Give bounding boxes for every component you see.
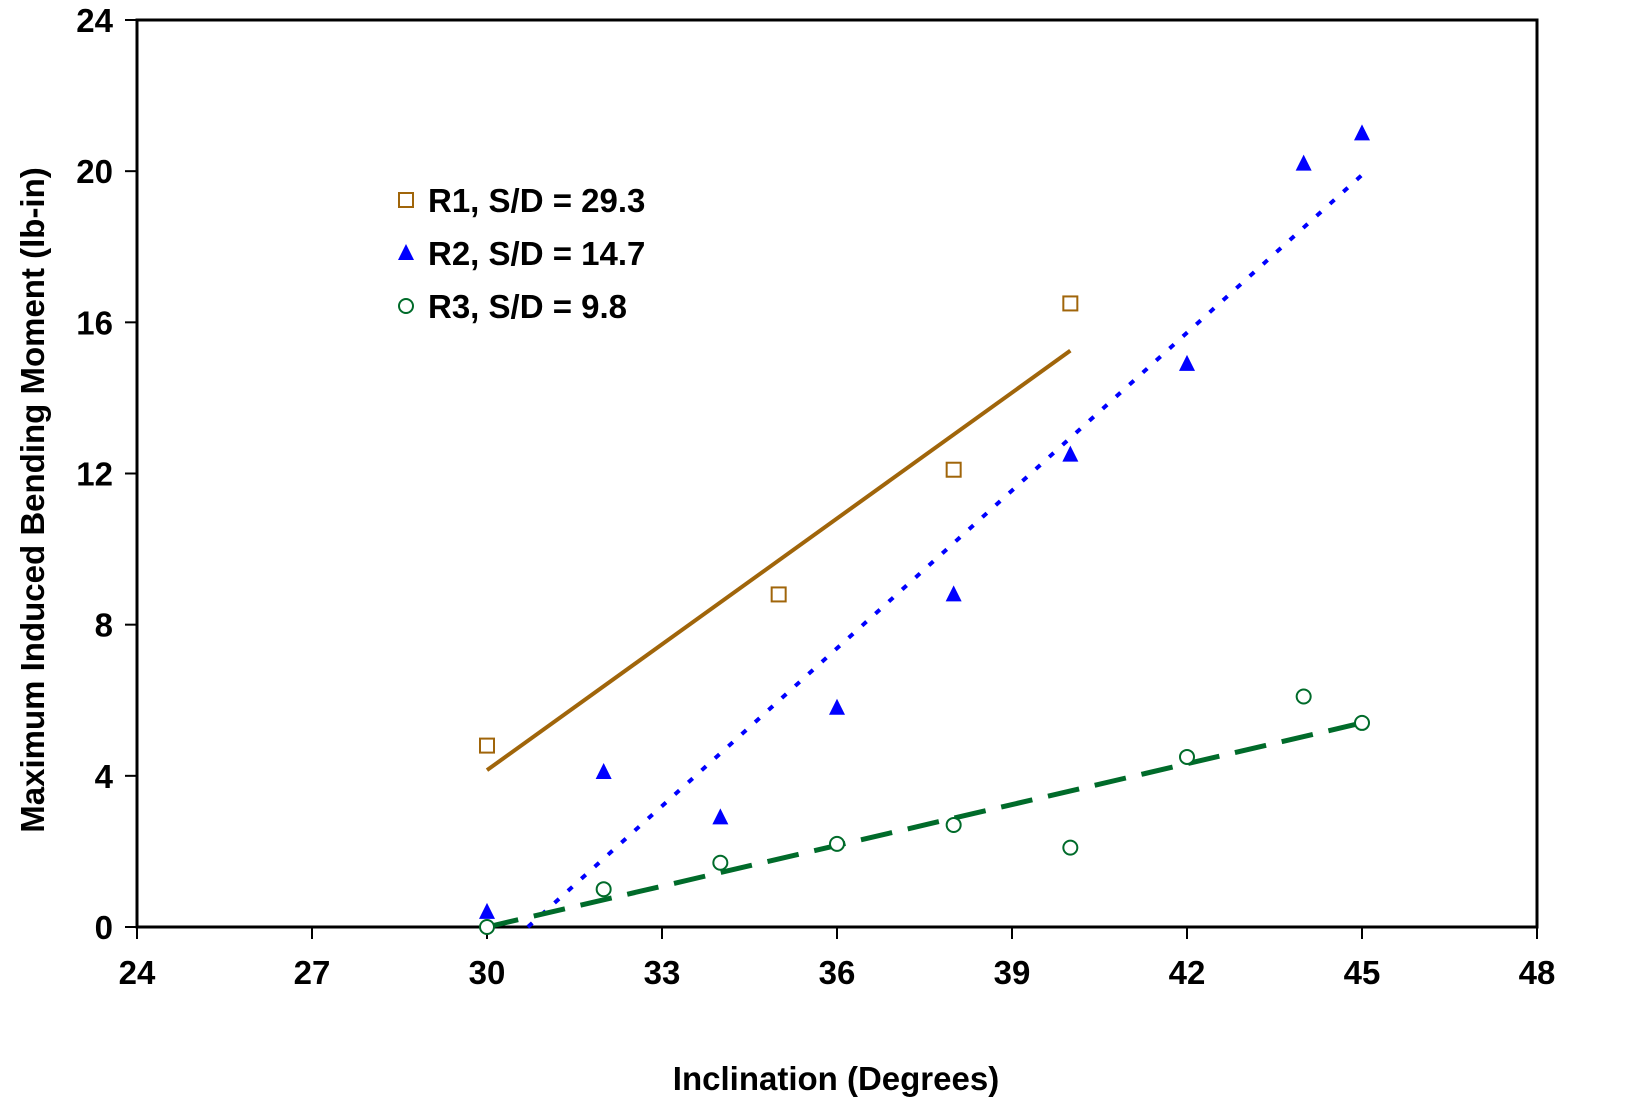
x-tick-label: 48	[1519, 954, 1556, 991]
x-axis-title: Inclination (Degrees)	[673, 1060, 999, 1097]
y-tick-label: 20	[76, 153, 113, 190]
data-point-series-1	[945, 461, 962, 478]
x-tick-label: 33	[644, 954, 681, 991]
legend-label-3: R3, S/D = 9.8	[428, 288, 627, 325]
data-point-series-1	[1062, 295, 1079, 312]
data-point-series-2	[712, 808, 729, 825]
data-point-series-2	[829, 698, 845, 715]
data-point-series-3	[1354, 714, 1370, 731]
data-point-series-3	[945, 816, 962, 833]
data-point-series-2	[479, 902, 495, 919]
y-tick-label: 12	[76, 456, 113, 493]
plot-frame	[135, 18, 1539, 929]
x-tick-label: 39	[994, 954, 1031, 991]
x-tick-label: 27	[294, 954, 331, 991]
data-point-series-3	[1062, 839, 1079, 856]
data-point-series-3	[595, 881, 612, 898]
data-point-series-3	[1295, 688, 1312, 705]
trendline-2	[526, 173, 1364, 929]
y-tick-label: 4	[95, 758, 114, 795]
y-tick-label: 16	[76, 304, 113, 341]
data-point-series-3	[829, 835, 845, 852]
data-point-series-1	[479, 737, 495, 754]
legend-label-2: R2, S/D = 14.7	[428, 235, 645, 272]
trendline-1	[485, 349, 1072, 772]
x-tick-label: 30	[469, 954, 506, 991]
legend: R1, S/D = 29.3 R2, S/D = 14.7 R3, S/D = 9.…	[398, 182, 645, 325]
x-tick-label: 36	[819, 954, 856, 991]
y-tick-label: 0	[95, 909, 113, 946]
legend-marker-1	[398, 192, 414, 208]
data-point-series-2	[1354, 124, 1370, 141]
x-tick-label: 24	[119, 954, 156, 991]
data-point-series-2	[1062, 445, 1079, 462]
x-tick-label: 45	[1344, 954, 1381, 991]
data-point-series-3	[479, 919, 495, 935]
y-tick-label: 24	[76, 2, 113, 39]
data-point-series-2	[1295, 154, 1312, 171]
data-point-series-2	[945, 585, 962, 602]
legend-marker-3	[398, 298, 414, 314]
legend-marker-2	[398, 244, 414, 260]
trendline-3	[486, 720, 1363, 930]
data-point-series-3	[1179, 748, 1195, 765]
data-point-series-3	[712, 854, 729, 871]
y-tick-label: 8	[95, 607, 113, 644]
x-tick-label: 42	[1169, 954, 1206, 991]
data-point-series-2	[1179, 354, 1195, 371]
legend-label-1: R1, S/D = 29.3	[428, 182, 645, 219]
data-point-series-1	[770, 586, 787, 603]
y-axis-title: Maximum Induced Bending Moment (lb-in)	[14, 167, 51, 832]
data-point-series-2	[595, 763, 612, 780]
